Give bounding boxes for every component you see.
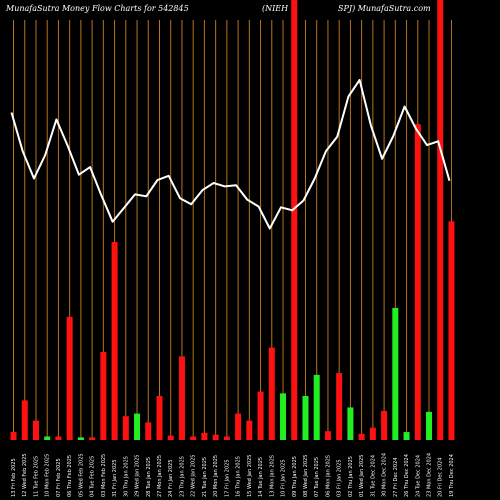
date-tick-label: 20 Fri Dec 2024 [438, 458, 444, 498]
date-tick-label: 14 Tue Jan 2025 [258, 457, 264, 497]
date-tick-label: 16 Thu Jan 2025 [236, 456, 242, 497]
money-flow-bar [145, 422, 152, 440]
date-tick-label: 24 Fri Jan 2025 [168, 459, 174, 497]
date-tick-label: 03 Fri Jan 2025 [337, 459, 343, 497]
money-flow-bar [336, 373, 343, 440]
date-tick-label: 02 Thu Jan 2025 [348, 456, 354, 497]
date-tick-label: 17 Fri Jan 2025 [224, 459, 230, 497]
money-flow-bar [44, 436, 51, 440]
date-tick-label: 04 Tue Feb 2025 [90, 456, 96, 497]
date-tick-label: 13 Mon Jan 2025 [269, 455, 275, 497]
money-flow-bar [280, 393, 287, 440]
date-tick-label: 11 Tue Feb 2025 [33, 456, 39, 497]
date-tick-label: 26 Thu Dec 2024 [404, 454, 410, 497]
money-flow-bar [55, 436, 62, 440]
money-flow-bar [10, 432, 17, 440]
money-flow-bar [268, 347, 275, 440]
money-flow-bar [358, 433, 365, 440]
money-flow-bar [77, 437, 84, 440]
date-tick-label: 08 Wed Jan 2025 [303, 455, 309, 497]
money-flow-bar [257, 391, 264, 440]
money-flow-bar [235, 413, 242, 440]
date-tick-label: 20 Mon Jan 2025 [213, 455, 219, 497]
date-tick-label: 06 Mon Jan 2025 [325, 455, 331, 497]
chart-title: MunafaSutra Money Flow Charts for 542845 [6, 4, 189, 13]
money-flow-bar [201, 432, 208, 440]
money-flow-bar [381, 410, 388, 440]
money-flow-bar [100, 352, 107, 440]
date-tick-label: 30 Thu Jan 2025 [123, 456, 129, 497]
money-flow-bar [122, 416, 129, 440]
date-tick-label: 15 Wed Jan 2025 [247, 455, 253, 497]
date-tick-label: 10 Mon Feb 2025 [45, 454, 51, 497]
date-tick-label: 19 Thu Dec 2024 [449, 454, 455, 497]
date-tick-label: 31 Tue Dec 2024 [370, 455, 376, 497]
date-tick-label: 10 Fri Jan 2025 [281, 459, 287, 497]
money-flow-bar [369, 427, 376, 440]
money-flow-bar [313, 374, 320, 440]
money-flow-bar [437, 0, 444, 440]
money-flow-bar [66, 316, 73, 440]
date-tick-label: 13 Fri Feb 2025 [11, 458, 17, 497]
money-flow-bar [426, 411, 433, 440]
money-flow-bar [21, 400, 28, 440]
date-tick-label: 28 Tue Jan 2025 [146, 457, 152, 497]
price-line [10, 78, 451, 230]
money-flow-bar [89, 437, 96, 440]
date-tick-label: 21 Tue Jan 2025 [202, 457, 208, 497]
money-flow-bar [32, 420, 39, 440]
chart-title-site: SPJ) MunafaSutra.com [338, 4, 431, 13]
date-tick-label: 23 Mon Dec 2024 [427, 453, 433, 497]
money-flow-bar [134, 413, 141, 440]
date-tick-label: 23 Thu Jan 2025 [179, 456, 185, 497]
date-tick-label: 07 Tue Jan 2025 [314, 457, 320, 497]
date-tick-label: 24 Tue Dec 2024 [415, 455, 421, 497]
money-flow-bar [302, 396, 309, 440]
money-flow-bar [403, 432, 410, 440]
date-tick-label: 31 Fri Jan 2025 [112, 459, 118, 497]
date-tick-label: 05 Wed Feb 2025 [78, 453, 84, 497]
date-tick-label: 27 Mon Jan 2025 [157, 455, 163, 497]
money-flow-bar [347, 407, 354, 440]
money-flow-bar [414, 124, 421, 440]
money-flow-bar [392, 308, 399, 440]
date-tick-label: 07 Fri Feb 2025 [56, 458, 62, 497]
date-tick-label: 30 Mon Dec 2024 [382, 453, 388, 497]
money-flow-bar [111, 242, 118, 440]
date-tick-label: 29 Wed Jan 2025 [135, 455, 141, 497]
money-flow-bar [156, 396, 163, 440]
date-tick-label: 22 Wed Jan 2025 [191, 455, 197, 497]
date-tick-label: 27 Fri Dec 2024 [393, 458, 399, 498]
money-flow-bar [167, 435, 174, 440]
date-tick-label: 09 Thu Jan 2025 [292, 456, 298, 497]
date-tick-label: 12 Wed Feb 2025 [22, 453, 28, 497]
money-flow-bar [178, 356, 185, 440]
chart-title-symbol: (NIEH [262, 4, 289, 13]
date-tick-label: 03 Mon Feb 2025 [101, 454, 107, 497]
money-flow-bar [190, 436, 197, 440]
date-tick-label: 06 Thu Feb 2025 [67, 455, 73, 497]
money-flow-bar [246, 420, 253, 440]
money-flow-bar [291, 0, 298, 440]
money-flow-bar [448, 221, 455, 440]
date-tick-label: 01 Wed Jan 2025 [359, 455, 365, 497]
money-flow-bar [223, 436, 230, 440]
money-flow-bar [324, 431, 331, 440]
money-flow-bar [212, 434, 219, 440]
